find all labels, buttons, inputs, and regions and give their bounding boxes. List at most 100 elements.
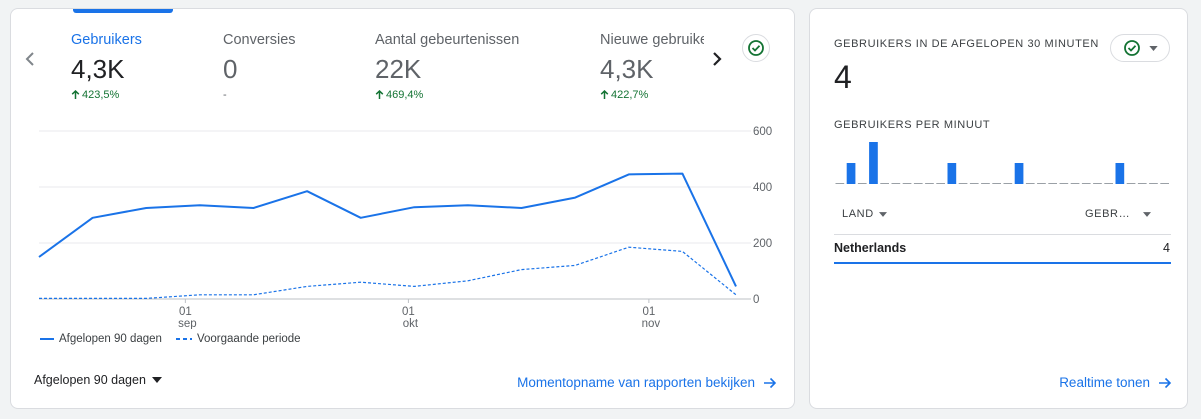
dropdown-arrow-icon: [1143, 211, 1152, 217]
per-minute-bar: [1137, 183, 1147, 184]
per-minute-bar: [925, 183, 934, 184]
delta-text: 423,5%: [82, 89, 120, 101]
per-minute-bar: [869, 142, 878, 184]
per-minute-bar: [1115, 163, 1125, 184]
delta-text: -: [223, 89, 227, 101]
per-minute-bar: [936, 183, 945, 184]
arrow-up-icon: [600, 90, 609, 99]
metric-value: 4,3K: [600, 54, 654, 84]
per-minute-bar: [969, 183, 979, 184]
overview-card: Gebruikers 4,3K 423,5% Conversies 0 - Aa…: [10, 8, 795, 409]
dropdown-arrow-icon: [878, 211, 887, 217]
realtime-compare-button[interactable]: [1110, 34, 1170, 62]
legend-label: Voorgaande periode: [196, 333, 301, 345]
per-minute-bar: [913, 183, 923, 184]
y-tick-label: 600: [753, 126, 772, 138]
metric-delta: 422,7%: [600, 89, 704, 101]
metric-value: 4,3K: [71, 54, 125, 84]
per-minute-label: GEBRUIKERS PER MINUUT: [834, 119, 991, 131]
metric-delta: 469,4%: [375, 89, 519, 101]
per-minute-bar: [1104, 183, 1113, 184]
per-minute-bar: [835, 183, 845, 184]
per-minute-bar: [1025, 183, 1035, 184]
per-minute-bar: [1014, 163, 1024, 184]
table-row-share-bar: [834, 262, 1171, 264]
metric-value: 0: [223, 54, 238, 84]
legend-item-current: Afgelopen 90 dagen: [40, 333, 162, 345]
metric-value: 22K: [375, 54, 422, 84]
realtime-user-count: 4: [834, 59, 852, 95]
x-tick-day: 01: [179, 306, 192, 318]
date-range-dropdown[interactable]: Afgelopen 90 dagen: [34, 373, 162, 387]
metric-tab-new-users[interactable]: Nieuwe gebruikers 4,3K 422,7%: [600, 32, 704, 101]
column-header-users[interactable]: GEBR…: [1085, 208, 1152, 220]
realtime-title: GEBRUIKERS IN DE AFGELOPEN 30 MINUTEN: [834, 38, 1099, 50]
delta-text: 422,7%: [611, 89, 649, 101]
compare-check-button[interactable]: [742, 34, 770, 62]
per-minute-bar: [1003, 183, 1013, 184]
check-circle-icon: [748, 40, 764, 56]
per-minute-bar: [1160, 183, 1169, 184]
per-minute-bar: [1048, 183, 1057, 184]
per-minute-bar: [1149, 183, 1158, 184]
metric-delta: 423,5%: [71, 89, 142, 101]
metric-tab-users[interactable]: Gebruikers 4,3K 423,5%: [71, 32, 142, 101]
link-text: Momentopname van rapporten bekijken: [517, 375, 755, 390]
per-minute-bar: [880, 183, 889, 184]
per-minute-bar: [1070, 183, 1080, 184]
metric-label: Aantal gebeurtenissen: [375, 32, 520, 48]
dropdown-arrow-icon: [1148, 45, 1158, 51]
per-minute-bar: [981, 183, 990, 184]
metric-tab-conversions[interactable]: Conversies 0 -: [223, 32, 296, 101]
arrow-up-icon: [71, 90, 80, 99]
per-minute-bar: [891, 183, 901, 184]
metric-label: Nieuwe gebruikers: [600, 32, 704, 48]
chevron-right-icon[interactable]: [705, 47, 727, 71]
view-snapshot-link[interactable]: Momentopname van rapporten bekijken: [517, 375, 777, 390]
per-minute-bar: [947, 163, 957, 184]
column-label: GEBR…: [1085, 208, 1131, 220]
y-tick-label: 0: [753, 294, 759, 306]
x-tick-month: okt: [403, 318, 419, 329]
table-cell-users: 4: [1163, 241, 1170, 255]
legend-item-previous: Voorgaande periode: [175, 333, 301, 345]
table-cell-country: Netherlands: [834, 241, 907, 255]
column-header-country[interactable]: LAND: [842, 208, 887, 220]
arrow-right-icon: [764, 377, 777, 388]
arrow-right-icon: [1159, 377, 1172, 388]
date-range-label: Afgelopen 90 dagen: [34, 373, 146, 387]
column-label: LAND: [842, 208, 874, 220]
metric-label: Gebruikers: [71, 32, 142, 48]
dropdown-arrow-icon: [151, 377, 162, 383]
table-divider: [834, 234, 1171, 235]
per-minute-bar: [1126, 183, 1136, 184]
per-minute-bar: [846, 163, 856, 184]
realtime-card: GEBRUIKERS IN DE AFGELOPEN 30 MINUTEN 4 …: [809, 8, 1188, 409]
per-minute-bar: [1037, 183, 1046, 184]
legend-label: Afgelopen 90 dagen: [59, 333, 162, 345]
per-minute-bar: [902, 183, 912, 184]
link-text: Realtime tonen: [1059, 375, 1150, 390]
check-circle-icon: [1123, 40, 1140, 56]
per-minute-bar-chart: [835, 142, 1169, 184]
chevron-left-icon[interactable]: [21, 47, 39, 71]
per-minute-bar: [992, 183, 1001, 184]
x-tick-month: nov: [642, 318, 661, 329]
per-minute-bar: [1081, 183, 1091, 184]
x-tick-day: 01: [642, 306, 655, 318]
view-realtime-link[interactable]: Realtime tonen: [1059, 375, 1172, 390]
per-minute-bar: [1059, 183, 1069, 184]
x-tick-month: sep: [178, 318, 197, 329]
metric-delta: -: [223, 89, 296, 101]
y-tick-label: 200: [753, 238, 772, 250]
per-minute-bar: [857, 183, 867, 184]
x-tick-day: 01: [402, 306, 415, 318]
active-tab-indicator: [73, 9, 173, 13]
metric-tab-event-count[interactable]: Aantal gebeurtenissen 22K 469,4%: [375, 32, 519, 101]
series-line-current: [38, 172, 737, 287]
arrow-up-icon: [375, 90, 384, 99]
y-tick-label: 400: [753, 182, 772, 194]
series-line-previous: [39, 246, 737, 299]
chart-legend: Afgelopen 90 dagen Voorgaande periode: [40, 333, 307, 345]
